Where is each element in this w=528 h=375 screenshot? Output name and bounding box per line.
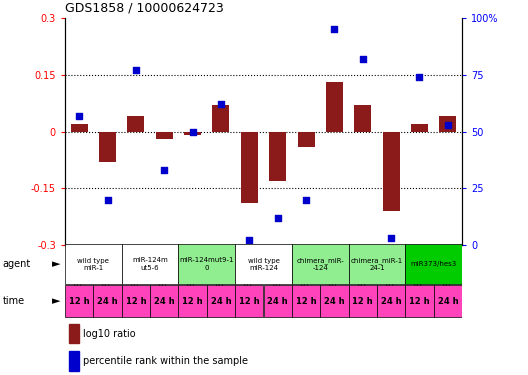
Text: 12 h: 12 h	[182, 297, 203, 306]
Bar	[99, 132, 116, 162]
Bar	[184, 132, 201, 135]
Bar	[241, 132, 258, 203]
Point	[359, 56, 367, 62]
Bar	[292, 285, 320, 317]
Text: ►: ►	[52, 296, 60, 306]
Point	[302, 196, 310, 202]
Text: time: time	[3, 296, 25, 306]
Bar	[439, 116, 456, 132]
Bar	[69, 351, 79, 370]
Text: wild type
miR-1: wild type miR-1	[78, 258, 109, 270]
Bar	[65, 285, 93, 317]
Text: 12 h: 12 h	[352, 297, 373, 306]
Bar	[71, 124, 88, 132]
Bar	[320, 285, 348, 317]
Text: log10 ratio: log10 ratio	[83, 329, 136, 339]
Text: miR373/hes3: miR373/hes3	[410, 261, 457, 267]
Bar	[348, 285, 377, 317]
Bar	[69, 324, 79, 343]
Point	[131, 67, 140, 73]
Bar	[178, 244, 235, 284]
Bar	[235, 285, 263, 317]
Point	[75, 112, 83, 118]
Point	[245, 237, 253, 243]
Text: 24 h: 24 h	[324, 297, 345, 306]
Bar	[411, 124, 428, 132]
Bar	[269, 132, 286, 181]
Text: chimera_miR-
-124: chimera_miR- -124	[296, 257, 344, 271]
Text: 24 h: 24 h	[97, 297, 118, 306]
Text: 24 h: 24 h	[267, 297, 288, 306]
Point	[274, 215, 282, 221]
Bar	[122, 285, 150, 317]
Bar	[150, 285, 178, 317]
Text: miR-124m
ut5-6: miR-124m ut5-6	[132, 258, 168, 270]
Bar	[207, 285, 235, 317]
Bar	[65, 244, 122, 284]
Text: 12 h: 12 h	[409, 297, 430, 306]
Text: 24 h: 24 h	[211, 297, 231, 306]
Bar	[406, 244, 462, 284]
Bar	[406, 285, 433, 317]
Bar	[263, 285, 292, 317]
Point	[103, 196, 112, 202]
Text: GDS1858 / 10000624723: GDS1858 / 10000624723	[65, 1, 224, 14]
Point	[387, 235, 395, 241]
Point	[216, 101, 225, 107]
Text: percentile rank within the sample: percentile rank within the sample	[83, 356, 248, 366]
Bar	[348, 244, 406, 284]
Bar	[383, 132, 400, 211]
Text: 12 h: 12 h	[126, 297, 146, 306]
Text: miR-124mut9-1
0: miR-124mut9-1 0	[180, 258, 234, 270]
Point	[160, 167, 168, 173]
Bar	[377, 285, 406, 317]
Bar	[178, 285, 207, 317]
Bar	[122, 244, 178, 284]
Text: 24 h: 24 h	[154, 297, 175, 306]
Point	[330, 26, 338, 32]
Point	[188, 129, 197, 135]
Point	[415, 74, 423, 80]
Text: ►: ►	[52, 259, 60, 269]
Bar	[235, 244, 292, 284]
Bar	[156, 132, 173, 139]
Bar	[127, 116, 144, 132]
Text: 24 h: 24 h	[438, 297, 458, 306]
Text: agent: agent	[3, 259, 31, 269]
Text: 12 h: 12 h	[296, 297, 316, 306]
Text: 24 h: 24 h	[381, 297, 401, 306]
Point	[444, 122, 452, 128]
Bar	[93, 285, 122, 317]
Bar	[298, 132, 315, 147]
Bar	[433, 285, 462, 317]
Bar	[354, 105, 371, 132]
Text: 12 h: 12 h	[69, 297, 89, 306]
Bar	[326, 82, 343, 132]
Bar	[212, 105, 230, 132]
Text: wild type
miR-124: wild type miR-124	[248, 258, 279, 270]
Text: 12 h: 12 h	[239, 297, 260, 306]
Text: chimera_miR-1
24-1: chimera_miR-1 24-1	[351, 257, 403, 271]
Bar	[292, 244, 348, 284]
